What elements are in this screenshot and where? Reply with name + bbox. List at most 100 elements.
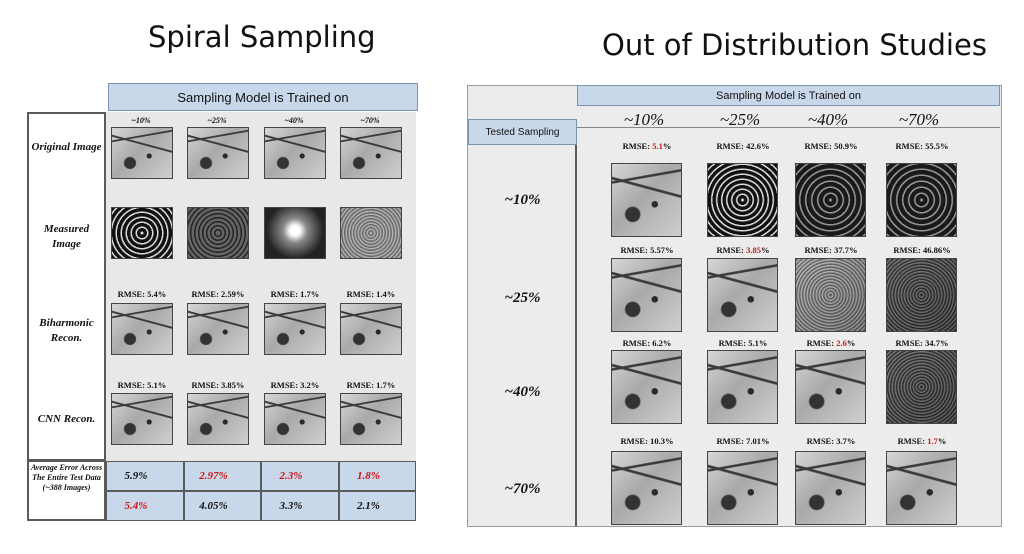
- rmse-label: RMSE: 1.7%: [878, 436, 966, 446]
- summary-cell-border: [338, 491, 416, 521]
- rmse-label: RMSE: 5.1%: [603, 141, 691, 151]
- rmse-label: RMSE: 55.5%: [878, 141, 966, 151]
- rmse-value: 2.6: [836, 338, 847, 348]
- left-header-label: Sampling Model is Trained on: [177, 89, 349, 105]
- image-tile: [795, 163, 866, 237]
- rmse-prefix: RMSE:: [620, 245, 651, 255]
- rmse-label: RMSE: 7.01%: [699, 436, 787, 446]
- image-tile: [187, 303, 249, 355]
- rmse-prefix: RMSE:: [804, 141, 835, 151]
- right-row-label: ~70%: [504, 481, 541, 497]
- image-tile: [111, 393, 173, 445]
- rmse-prefix: RMSE:: [622, 141, 653, 151]
- image-tile: [264, 127, 326, 179]
- rmse-label: RMSE: 5.4%: [117, 289, 167, 299]
- summary-value: 2.97%: [199, 470, 228, 482]
- rmse-label: RMSE: 3.7%: [787, 436, 875, 446]
- rmse-label: RMSE: 2.6%: [787, 338, 875, 348]
- rmse-label: RMSE: 5.57%: [603, 245, 691, 255]
- left-header: Sampling Model is Trained on: [108, 83, 418, 111]
- right-row-label: ~25%: [504, 290, 541, 306]
- image-tile: [264, 303, 326, 355]
- rmse-prefix: RMSE:: [804, 245, 835, 255]
- tested-sampling-box: Tested Sampling: [468, 119, 577, 145]
- rmse-value: 46.86%: [922, 245, 951, 255]
- rmse-label: RMSE: 10.3%: [603, 436, 691, 446]
- rmse-prefix: RMSE:: [716, 436, 747, 446]
- left-title: Spiral Sampling: [148, 20, 376, 54]
- summary-cell-border: [183, 491, 261, 521]
- rmse-suffix: %: [662, 141, 672, 151]
- rmse-value: 5.1: [652, 141, 663, 151]
- left-summary-label-box: [27, 460, 106, 521]
- summary-cell-border: [261, 491, 339, 521]
- summary-cell-border: [338, 461, 416, 491]
- rmse-label: RMSE: 3.2%: [270, 380, 320, 390]
- image-tile: [795, 350, 866, 424]
- rmse-prefix: RMSE:: [716, 141, 747, 151]
- rmse-label: RMSE: 5.1%: [699, 338, 787, 348]
- image-tile: [707, 350, 778, 424]
- right-col-header: ~25%: [719, 110, 761, 129]
- rmse-prefix: RMSE:: [620, 436, 651, 446]
- right-header: Sampling Model is Trained on: [577, 85, 1000, 106]
- summary-value: 5.4%: [124, 500, 148, 512]
- summary-value: 2.3%: [279, 470, 303, 482]
- rmse-prefix: RMSE:: [718, 338, 749, 348]
- image-tile: [707, 258, 778, 332]
- rmse-label: RMSE: 3.85%: [699, 245, 787, 255]
- rmse-prefix: RMSE:: [893, 245, 923, 255]
- left-col-header: ~25%: [207, 116, 227, 125]
- right-row-label: ~10%: [504, 192, 541, 208]
- image-tile: [707, 163, 778, 237]
- summary-cell-border: [106, 491, 184, 521]
- right-col-header: ~40%: [807, 110, 849, 129]
- image-tile: [340, 303, 402, 355]
- image-tile: [886, 163, 957, 237]
- left-col-header: ~40%: [284, 116, 304, 125]
- rmse-prefix: RMSE:: [806, 436, 837, 446]
- rmse-value: 55.5%: [925, 141, 949, 151]
- image-tile: [264, 393, 326, 445]
- rmse-value: 10.3%: [650, 436, 674, 446]
- summary-value: 4.05%: [199, 500, 228, 512]
- right-header-label: Sampling Model is Trained on: [716, 89, 861, 102]
- image-tile: [611, 163, 682, 237]
- rmse-suffix: %: [760, 245, 770, 255]
- summary-value: 1.8%: [357, 470, 380, 482]
- left-col-header: ~70%: [360, 116, 380, 125]
- image-tile: [340, 127, 402, 179]
- rmse-label: RMSE: 5.1%: [117, 380, 167, 390]
- right-col-header: ~10%: [623, 110, 665, 129]
- rmse-value: 34.7%: [925, 338, 949, 348]
- image-tile: [886, 350, 957, 424]
- left-summary-label: Average Error Across The Entire Test Dat…: [30, 463, 103, 492]
- rmse-value: 3.7%: [836, 436, 856, 446]
- image-tile: [611, 451, 682, 525]
- rmse-prefix: RMSE:: [716, 245, 747, 255]
- image-tile: [111, 207, 173, 259]
- rmse-label: RMSE: 6.2%: [603, 338, 691, 348]
- rmse-label: RMSE: 37.7%: [787, 245, 875, 255]
- rmse-prefix: RMSE:: [897, 436, 928, 446]
- rmse-label: RMSE: 34.7%: [878, 338, 966, 348]
- left-col-header: ~10%: [131, 116, 151, 125]
- summary-value: 2.1%: [357, 500, 380, 512]
- rmse-value: 1.7: [927, 436, 938, 446]
- image-tile: [795, 451, 866, 525]
- rmse-prefix: RMSE:: [806, 338, 837, 348]
- summary-cell-border: [183, 461, 261, 491]
- rmse-label: RMSE: 42.6%: [699, 141, 787, 151]
- image-tile: [111, 303, 173, 355]
- image-tile: [187, 127, 249, 179]
- image-tile: [187, 393, 249, 445]
- summary-value: 3.3%: [279, 500, 303, 512]
- left-row-label: Measured Image: [43, 223, 90, 250]
- image-tile: [187, 207, 249, 259]
- rmse-label: RMSE: 1.7%: [270, 289, 320, 299]
- summary-cell-border: [106, 461, 184, 491]
- image-tile: [795, 258, 866, 332]
- image-tile: [611, 258, 682, 332]
- left-label-column: [27, 112, 106, 461]
- rmse-prefix: RMSE:: [622, 338, 653, 348]
